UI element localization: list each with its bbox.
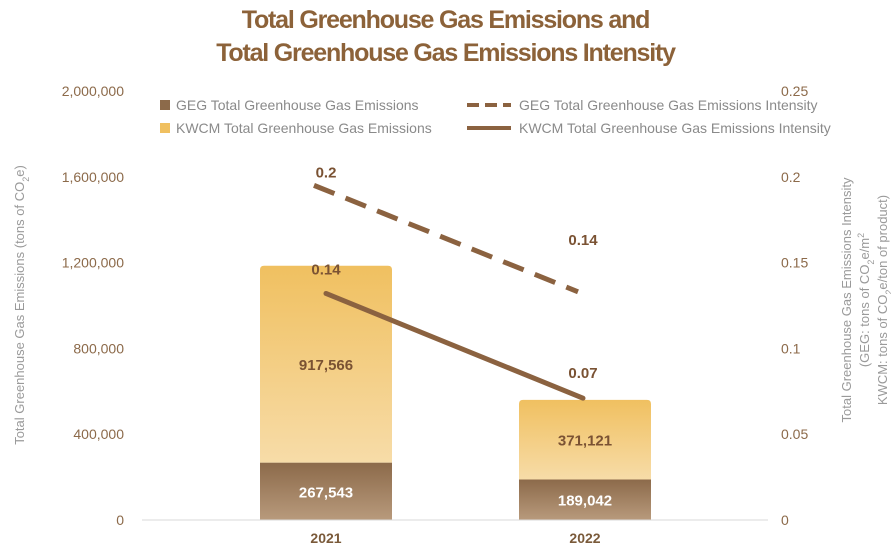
left-axis-tick-label: 2,000,000 bbox=[62, 83, 124, 99]
right-axis-title-line: Total Greenhouse Gas Emissions Intensity bbox=[839, 177, 854, 422]
right-axis-tick-label: 0.2 bbox=[781, 169, 801, 185]
geg-bar-value-label: 267,543 bbox=[299, 484, 353, 501]
chart-title-line-2: Total Greenhouse Gas Emissions Intensity bbox=[216, 39, 676, 67]
left-axis-tick-label: 400,000 bbox=[73, 426, 124, 442]
right-axis-tick-label: 0 bbox=[781, 512, 789, 528]
left-axis-tick-label: 0 bbox=[116, 512, 124, 528]
x-axis-category-label: 2021 bbox=[310, 530, 341, 546]
kwcm-intensity-label: 0.14 bbox=[311, 261, 341, 278]
kwcm-bar-value-label: 917,566 bbox=[299, 357, 353, 374]
legend-label-geg-bar: GEG Total Greenhouse Gas Emissions bbox=[176, 97, 419, 113]
legend-label-kwcm-line: KWCM Total Greenhouse Gas Emissions Inte… bbox=[519, 120, 831, 136]
legend-label-kwcm-bar: KWCM Total Greenhouse Gas Emissions bbox=[176, 120, 432, 136]
geg-bar-value-label: 189,042 bbox=[558, 493, 612, 510]
legend-label-geg-line: GEG Total Greenhouse Gas Emissions Inten… bbox=[519, 97, 818, 113]
legend-swatch-kwcm-bar bbox=[160, 123, 170, 133]
left-axis-tick-label: 1,600,000 bbox=[62, 169, 124, 185]
kwcm-intensity-line bbox=[323, 290, 586, 401]
kwcm-intensity-label: 0.07 bbox=[568, 365, 597, 382]
kwcm-bar bbox=[519, 399, 651, 480]
right-axis-title-line: (GEG: tons of CO2e/m2 bbox=[856, 233, 876, 367]
left-axis-tick-label: 800,000 bbox=[73, 340, 124, 356]
left-axis-tick-label: 1,200,000 bbox=[62, 255, 124, 271]
right-axis-tick-label: 0.15 bbox=[781, 255, 808, 271]
left-axis-title: Total Greenhouse Gas Emissions (tons of … bbox=[12, 165, 31, 445]
right-axis-tick-label: 0.1 bbox=[781, 340, 801, 356]
chart-title-line-1: Total Greenhouse Gas Emissions and bbox=[241, 6, 651, 34]
geg-intensity-label: 0.14 bbox=[568, 232, 598, 249]
legend-swatch-geg-bar bbox=[160, 100, 170, 110]
right-axis-title-line: KWCM: tons of CO2e/ton of product) bbox=[875, 195, 891, 405]
right-axis-tick-label: 0.25 bbox=[781, 83, 808, 99]
kwcm-bar bbox=[260, 265, 392, 463]
right-axis-tick-label: 0.05 bbox=[781, 426, 808, 442]
geg-bar bbox=[260, 462, 392, 520]
geg-intensity-line bbox=[313, 183, 579, 295]
kwcm-bar-value-label: 371,121 bbox=[558, 433, 612, 450]
x-axis-category-label: 2022 bbox=[569, 530, 600, 546]
geg-intensity-label: 0.2 bbox=[316, 164, 337, 181]
geg-bar bbox=[519, 479, 651, 520]
